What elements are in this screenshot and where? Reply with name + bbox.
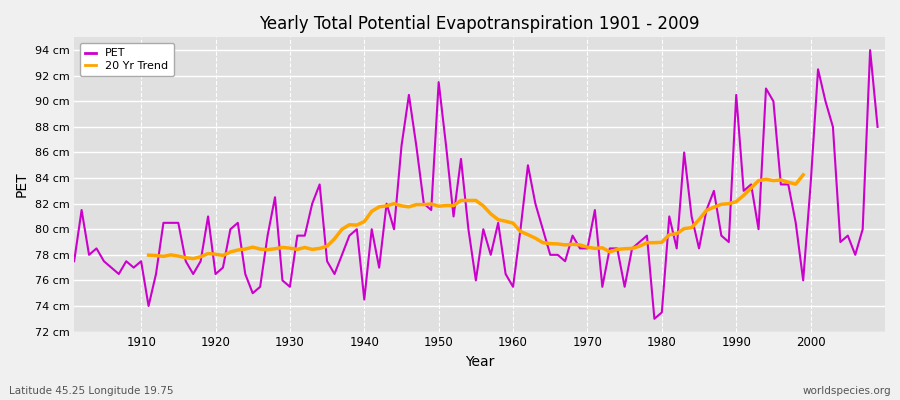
Text: Latitude 45.25 Longitude 19.75: Latitude 45.25 Longitude 19.75 (9, 386, 174, 396)
Y-axis label: PET: PET (15, 172, 29, 197)
PET (597, 284, 608, 289)
20 Yr Trend (731, 199, 742, 204)
Line: PET: PET (74, 50, 878, 319)
PET (68, 259, 79, 264)
PET (872, 124, 883, 129)
20 Yr Trend (284, 246, 295, 250)
PET (292, 233, 302, 238)
PET (500, 272, 511, 276)
X-axis label: Year: Year (465, 355, 494, 369)
20 Yr Trend (218, 253, 229, 258)
Legend: PET, 20 Yr Trend: PET, 20 Yr Trend (80, 43, 174, 76)
PET (508, 284, 518, 289)
20 Yr Trend (143, 253, 154, 258)
PET (649, 316, 660, 321)
Title: Yearly Total Potential Evapotranspiration 1901 - 2009: Yearly Total Potential Evapotranspiratio… (259, 15, 700, 33)
Text: worldspecies.org: worldspecies.org (803, 386, 891, 396)
PET (865, 48, 876, 52)
Line: 20 Yr Trend: 20 Yr Trend (148, 175, 803, 259)
20 Yr Trend (797, 172, 808, 177)
20 Yr Trend (403, 204, 414, 209)
PET (337, 252, 347, 257)
20 Yr Trend (188, 256, 199, 261)
20 Yr Trend (485, 212, 496, 216)
PET (129, 265, 140, 270)
20 Yr Trend (232, 248, 243, 252)
